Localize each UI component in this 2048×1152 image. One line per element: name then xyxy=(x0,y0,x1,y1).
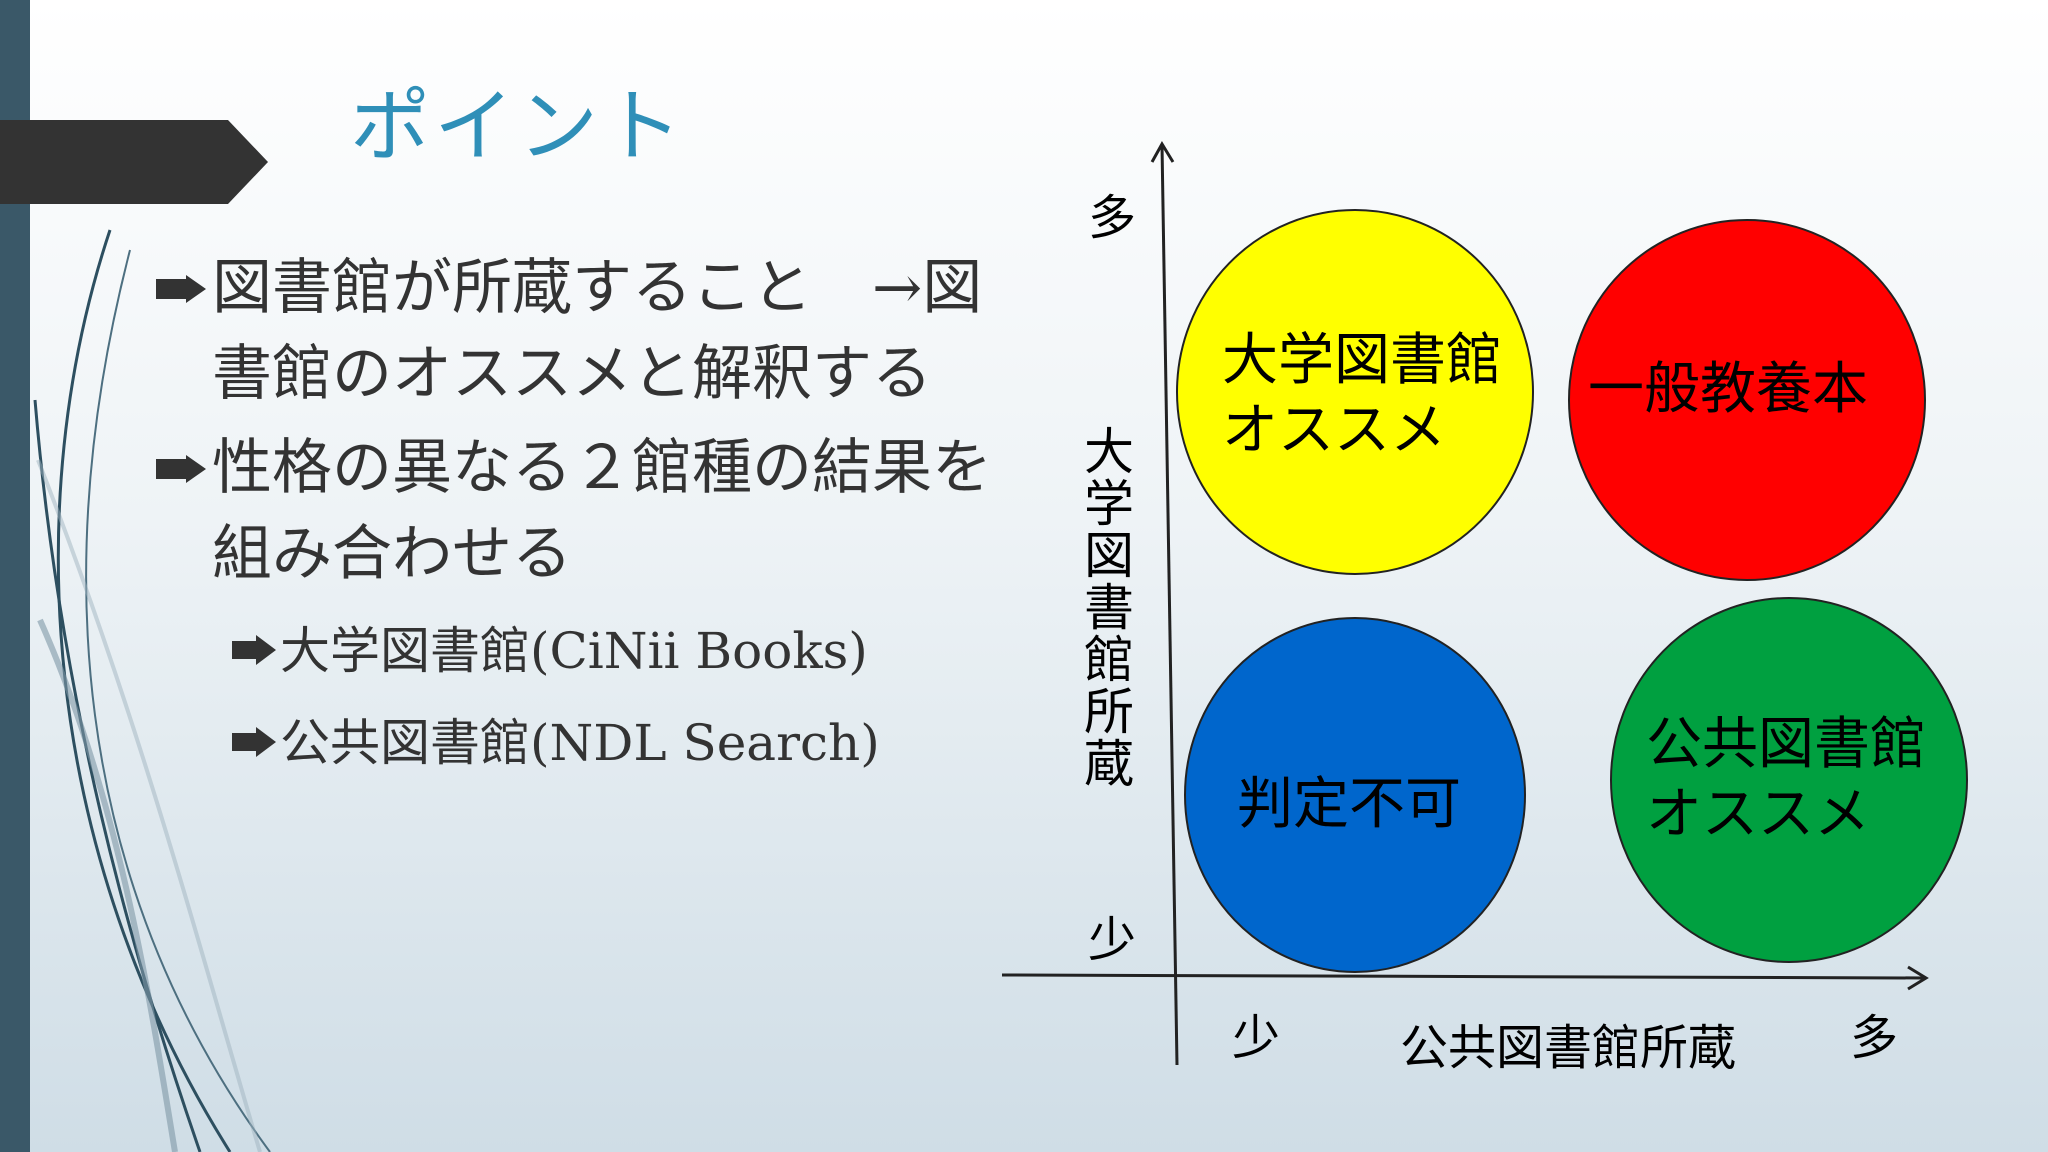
y-axis-low-label: 少 xyxy=(1088,912,1137,968)
slide-title: ポイント xyxy=(350,80,686,173)
sub-bullet-item: 大学図書館(CiNii Books) xyxy=(150,605,1050,697)
undeterminable-label: 判定不可 xyxy=(1237,772,1461,837)
bullet-arrow-icon xyxy=(156,455,206,483)
sub-bullet-text: 公共図書館(NDL Search) xyxy=(280,714,880,772)
x-axis-high-label: 多 xyxy=(1850,1010,1899,1066)
sub-bullet-item: 公共図書館(NDL Search) xyxy=(150,697,1050,789)
y-axis-line xyxy=(1160,144,1179,1066)
sub-bullet-arrow-icon xyxy=(232,635,276,665)
bullet-text: 図書館が所蔵すること →図書館のオススメと解釈する xyxy=(212,253,983,409)
univ-recommend-label: 大学図書館 オススメ xyxy=(1222,328,1502,463)
y-axis-high-label: 多 xyxy=(1088,190,1137,246)
x-axis-arrowhead xyxy=(1907,965,1929,991)
x-axis-low-label: 少 xyxy=(1232,1010,1281,1066)
circle-univ-recommend xyxy=(1176,209,1534,575)
circle-public-recommend xyxy=(1610,597,1968,963)
general-education-label: 一般教養本 xyxy=(1588,357,1868,422)
bullet-item: 図書館が所蔵すること →図書館のオススメと解釈する xyxy=(150,245,1050,417)
sub-bullet-text: 大学図書館(CiNii Books) xyxy=(280,622,868,680)
y-axis-label: 大学図書館所蔵 xyxy=(1076,425,1134,789)
y-axis-arrowhead xyxy=(1150,141,1175,163)
decorative-curves xyxy=(33,229,271,1152)
bullet-text: 性格の異なる２館種の結果を組み合わせる xyxy=(212,433,992,589)
x-axis-line xyxy=(1001,973,1926,980)
x-axis-label: 公共図書館所蔵 xyxy=(1400,1020,1737,1076)
diagram-canvas xyxy=(1001,141,1968,1066)
public-recommend-label: 公共図書館 オススメ xyxy=(1646,712,1926,847)
title-tab-shape xyxy=(0,120,268,204)
bullet-arrow-icon xyxy=(156,275,206,303)
circle-undeterminable xyxy=(1184,617,1526,973)
bullet-item: 性格の異なる２館種の結果を組み合わせる xyxy=(150,425,1050,597)
circle-general-education xyxy=(1568,219,1926,581)
bullet-list: 図書館が所蔵すること →図書館のオススメと解釈する 性格の異なる２館種の結果を組… xyxy=(150,245,1050,789)
quadrant-diagram: 多 少 大学図書館所蔵 少 公共図書館所蔵 多 大学図書館 オススメ 一般教養本… xyxy=(980,130,2000,1090)
sub-bullet-arrow-icon xyxy=(232,727,276,757)
